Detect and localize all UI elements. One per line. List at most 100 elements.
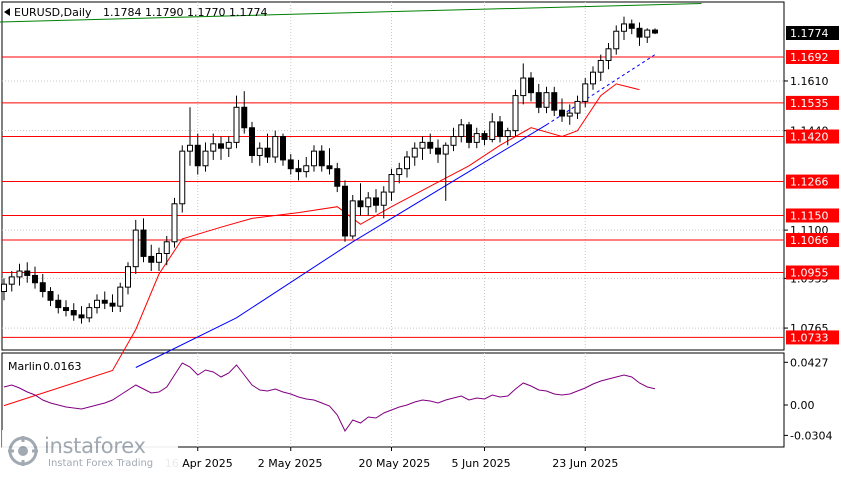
candle-body bbox=[264, 147, 271, 158]
watermark-tagline: Instant Forex Trading bbox=[48, 458, 154, 469]
candle bbox=[380, 186, 387, 219]
candle bbox=[566, 104, 573, 125]
candle-body bbox=[148, 255, 155, 263]
date-label: 20 May 2025 bbox=[359, 457, 431, 470]
candle-body bbox=[101, 299, 108, 304]
candle-body bbox=[109, 302, 116, 307]
candle-body bbox=[628, 23, 635, 29]
level-label-box bbox=[786, 129, 839, 144]
candle bbox=[435, 139, 441, 163]
candle bbox=[47, 287, 54, 307]
level-label-box bbox=[786, 174, 839, 189]
candle-body bbox=[70, 310, 77, 316]
low-value: 1.1770 bbox=[187, 6, 226, 19]
candle-body bbox=[311, 150, 317, 167]
high-value: 1.1790 bbox=[145, 6, 184, 19]
candle bbox=[605, 42, 612, 70]
candle-body bbox=[636, 27, 643, 38]
candle bbox=[481, 130, 488, 146]
candle-body bbox=[590, 71, 596, 85]
level-label-box bbox=[786, 49, 839, 64]
candle-body bbox=[140, 229, 147, 257]
candle bbox=[597, 54, 604, 81]
candle-body bbox=[435, 147, 441, 155]
candle-body bbox=[272, 136, 279, 158]
candle bbox=[163, 235, 170, 266]
candle-body bbox=[342, 185, 348, 237]
candle bbox=[636, 22, 643, 46]
candle bbox=[272, 130, 279, 163]
candle bbox=[171, 197, 178, 248]
candle-body bbox=[16, 270, 23, 278]
level-label: 1.1692 bbox=[790, 51, 829, 64]
candle-body bbox=[566, 112, 573, 117]
candle bbox=[388, 168, 395, 201]
candle bbox=[256, 142, 263, 166]
candle bbox=[543, 86, 550, 114]
candle bbox=[125, 262, 131, 295]
candle-body bbox=[450, 136, 457, 146]
level-label: 1.0955 bbox=[790, 267, 829, 280]
candle bbox=[311, 145, 317, 172]
indicator-tick-label: -0.0304 bbox=[790, 429, 832, 442]
axis-labels: 1.16101.14401.11001.09351.07651.16921.15… bbox=[784, 25, 839, 442]
candle bbox=[574, 95, 581, 119]
grid bbox=[2, 2, 784, 447]
candle bbox=[342, 180, 348, 242]
candle bbox=[613, 25, 620, 55]
candle bbox=[1, 278, 7, 301]
candle bbox=[582, 78, 589, 108]
candle bbox=[528, 72, 534, 102]
candle-body bbox=[652, 29, 658, 34]
candle-body bbox=[194, 144, 201, 167]
close-value: 1.1774 bbox=[229, 6, 268, 19]
candle-body bbox=[318, 150, 325, 167]
candle-body bbox=[225, 141, 232, 149]
candle bbox=[396, 162, 403, 184]
candle-body bbox=[63, 307, 69, 312]
level-label: 1.1150 bbox=[790, 209, 829, 222]
candle bbox=[202, 142, 209, 172]
watermark-name: instaforex bbox=[44, 434, 146, 458]
candle bbox=[63, 300, 69, 317]
price-tick-label: 1.1610 bbox=[790, 75, 829, 88]
candle bbox=[148, 244, 155, 272]
candle bbox=[473, 127, 480, 149]
candle-body bbox=[349, 200, 356, 237]
candle bbox=[318, 145, 325, 172]
candle bbox=[94, 294, 100, 314]
candle bbox=[373, 189, 379, 213]
date-axis: 16 Apr 2025 2 May 2025 20 May 2025 5 Jun 20… bbox=[165, 447, 618, 470]
collapse-triangle-icon[interactable] bbox=[4, 8, 10, 16]
candle bbox=[194, 133, 201, 175]
level-label: 1.1266 bbox=[790, 176, 829, 189]
indicator-value: 0.0163 bbox=[43, 360, 82, 373]
level-label: 1.1535 bbox=[790, 97, 829, 110]
candle bbox=[140, 218, 147, 263]
candle-body bbox=[605, 48, 612, 61]
candle-body bbox=[504, 130, 511, 138]
level-label: 1.1066 bbox=[790, 234, 829, 247]
instaforex-logo-icon bbox=[8, 436, 38, 466]
candle-body bbox=[210, 143, 217, 152]
date-label: 5 Jun 2025 bbox=[452, 457, 511, 470]
candle bbox=[249, 121, 255, 163]
candle-body bbox=[380, 191, 387, 206]
candle bbox=[295, 159, 302, 181]
candle bbox=[187, 107, 193, 166]
date-label: 23 Jun 2025 bbox=[552, 457, 618, 470]
candle-body bbox=[543, 92, 550, 108]
candle bbox=[39, 273, 46, 298]
candle-body bbox=[388, 174, 395, 193]
candle-body bbox=[156, 252, 162, 263]
candle bbox=[365, 192, 372, 216]
candle-body bbox=[233, 106, 240, 143]
candle bbox=[218, 136, 224, 160]
candle-body bbox=[613, 30, 620, 50]
indicator-line bbox=[3, 362, 656, 432]
candle-body bbox=[55, 299, 62, 309]
candle bbox=[101, 291, 108, 310]
candle-body bbox=[163, 241, 170, 254]
candle-body bbox=[295, 168, 302, 173]
